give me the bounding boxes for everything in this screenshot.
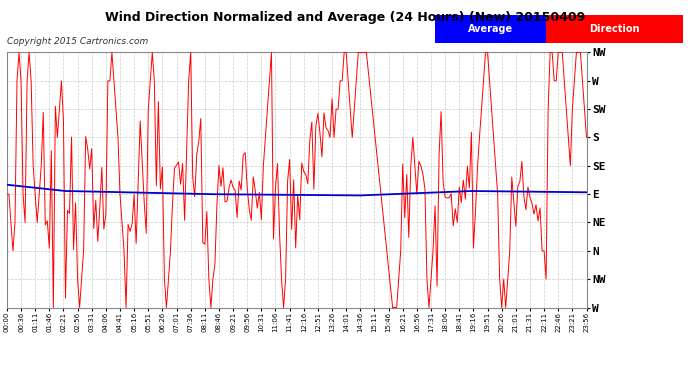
Text: Wind Direction Normalized and Average (24 Hours) (New) 20150409: Wind Direction Normalized and Average (2… [105, 11, 585, 24]
Text: Average: Average [468, 24, 513, 34]
Text: Direction: Direction [589, 24, 640, 34]
FancyBboxPatch shape [435, 15, 546, 43]
Text: Copyright 2015 Cartronics.com: Copyright 2015 Cartronics.com [7, 38, 148, 46]
FancyBboxPatch shape [546, 15, 683, 43]
